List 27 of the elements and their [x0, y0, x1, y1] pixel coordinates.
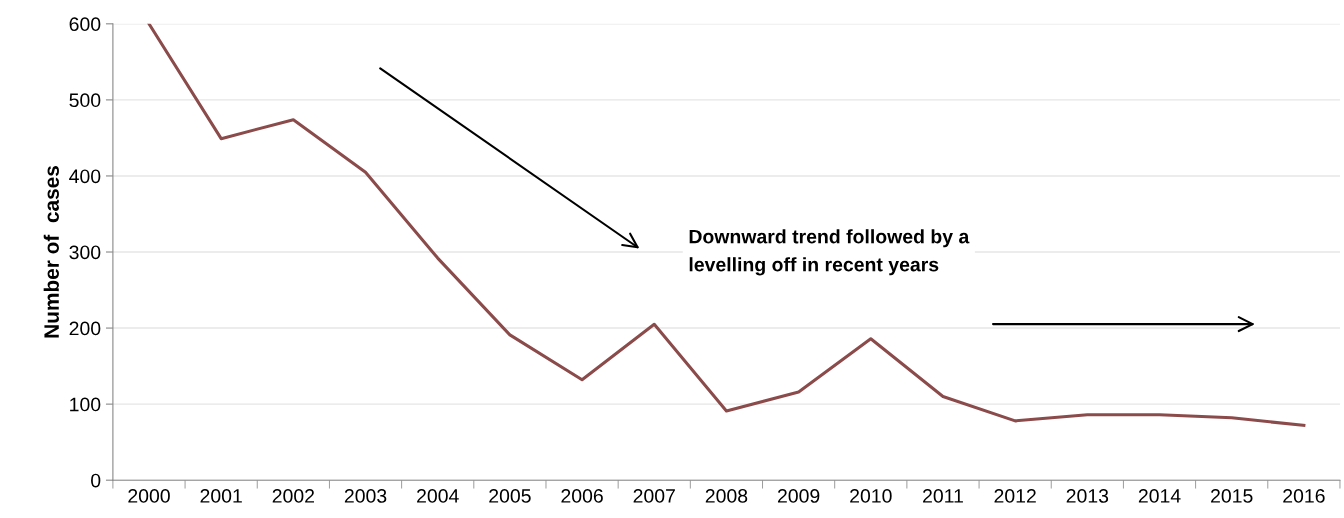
x-tick-label: 2011 [923, 489, 963, 503]
y-tick-label: 200 [69, 321, 101, 336]
y-tick-label: 500 [69, 93, 101, 108]
y-tick-label: 600 [69, 17, 101, 32]
x-tick-label: 2007 [633, 489, 675, 503]
y-tick-label: 300 [69, 245, 101, 260]
y-tick-label: 100 [70, 397, 101, 412]
annotation: Downward trend followed by a levelling off in recent years [689, 229, 970, 276]
x-tick-label: 2012 [994, 489, 1036, 503]
x-tick-label: 2015 [1211, 489, 1253, 503]
x-tick-label: 2003 [344, 489, 387, 503]
x-tick-label: 2004 [417, 489, 459, 503]
x-tick-label: 2008 [705, 489, 748, 503]
y-axis-title: Number of cases [43, 166, 59, 338]
line-series [147, 23, 1306, 427]
x-tick-label: 2000 [128, 489, 170, 503]
x-tick-label: 2016 [1283, 489, 1325, 503]
x-tick-label: 2013 [1066, 489, 1109, 503]
x-tick-label: 2001 [200, 489, 242, 503]
y-tick-label: 0 [91, 473, 101, 488]
y-tick-label: 400 [69, 169, 101, 184]
x-tick-label: 2010 [850, 489, 892, 503]
x-tick-label: 2014 [1138, 489, 1181, 503]
x-tick-label: 2006 [561, 489, 603, 503]
x-tick-label: 2005 [489, 489, 531, 503]
x-tick-label: 2009 [777, 489, 820, 503]
x-tick-label: 2002 [272, 489, 314, 503]
